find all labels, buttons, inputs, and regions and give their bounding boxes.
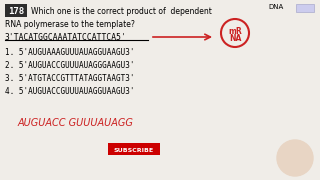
FancyBboxPatch shape bbox=[108, 143, 160, 155]
Text: DNA: DNA bbox=[268, 4, 283, 10]
Text: 4. 5'AUGUACCGUUUAUAGGUAAGU3': 4. 5'AUGUACCGUUUAUAGGUAAGU3' bbox=[5, 87, 134, 96]
FancyBboxPatch shape bbox=[5, 4, 27, 17]
Text: SUBSCRIBE: SUBSCRIBE bbox=[114, 147, 154, 152]
Text: NA: NA bbox=[229, 33, 241, 42]
Text: 3'TACATGGCAAATATCCATTCA5': 3'TACATGGCAAATATCCATTCA5' bbox=[5, 33, 127, 42]
Text: Which one is the correct product of  dependent: Which one is the correct product of depe… bbox=[31, 6, 212, 15]
Text: AUGUACC GUUUAUAGG: AUGUACC GUUUAUAGG bbox=[18, 118, 134, 128]
Text: 178: 178 bbox=[8, 6, 24, 15]
Text: mR: mR bbox=[228, 26, 242, 35]
FancyBboxPatch shape bbox=[296, 4, 314, 12]
Text: 3. 5'ATGTACCGTTTATAGGTAAGT3': 3. 5'ATGTACCGTTTATAGGTAAGT3' bbox=[5, 73, 134, 82]
Text: RNA polymerase to the template?: RNA polymerase to the template? bbox=[5, 19, 135, 28]
Text: 2. 5'AUGUACCGUUUAUAGGGAAGU3': 2. 5'AUGUACCGUUUAUAGGGAAGU3' bbox=[5, 60, 134, 69]
Text: 1. 5'AUGUAAAGUUUAUAGGUAAGU3': 1. 5'AUGUAAAGUUUAUAGGUAAGU3' bbox=[5, 48, 134, 57]
Circle shape bbox=[277, 140, 313, 176]
